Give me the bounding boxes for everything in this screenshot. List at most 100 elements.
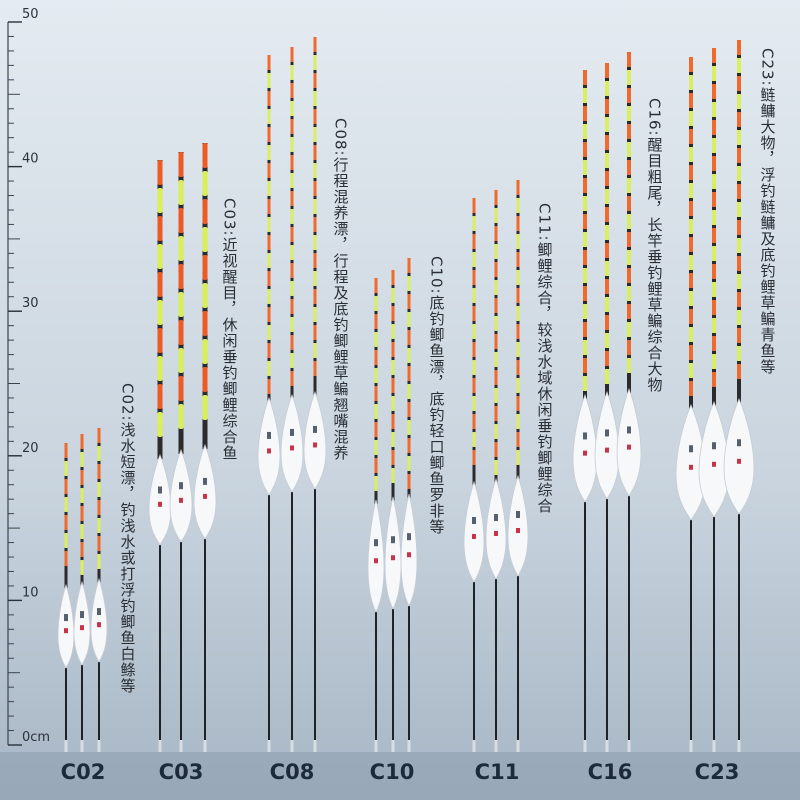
antenna-segment [267, 199, 271, 214]
antenna-segment [494, 352, 498, 367]
antenna-segment [712, 228, 716, 243]
antenna-segment [313, 253, 317, 268]
body-mark [494, 531, 498, 536]
antenna-segment [391, 432, 395, 447]
antenna-segment [391, 396, 395, 411]
antenna-segment [267, 379, 271, 394]
antenna-segment [391, 378, 395, 393]
body-mark [80, 625, 84, 631]
antenna-segment [157, 384, 163, 409]
antenna-segment [97, 518, 101, 533]
antenna-segment [583, 196, 587, 211]
antenna-segment [157, 160, 163, 185]
product-code: C10 [369, 760, 415, 784]
antenna-segment [494, 190, 498, 205]
antenna-segment [689, 165, 693, 180]
antenna-segment [267, 163, 271, 178]
antenna-segment [689, 219, 693, 234]
antenna-segment [267, 271, 271, 286]
float [280, 47, 304, 752]
body-logo [516, 511, 520, 518]
antenna-segment [80, 488, 84, 503]
antenna-segment [407, 420, 411, 435]
body-logo [472, 517, 476, 524]
antenna-segment [472, 360, 476, 375]
antenna-segment [583, 358, 587, 373]
antenna-segment [605, 333, 609, 348]
antenna-segment [202, 311, 208, 336]
float-body [73, 580, 91, 666]
body-mark [605, 447, 609, 453]
antenna-segment [583, 322, 587, 337]
float [507, 180, 529, 752]
antenna-segment [737, 292, 741, 307]
body-logo [605, 429, 609, 437]
antenna-segment [737, 346, 741, 361]
antenna-segment [494, 316, 498, 331]
antenna-segment [605, 171, 609, 186]
antenna-segment [712, 336, 716, 351]
antenna-segment [97, 554, 101, 569]
float [594, 63, 620, 752]
float-body [280, 393, 304, 493]
antenna-segment [494, 460, 498, 475]
antenna-segment [689, 57, 693, 72]
antenna-segment [712, 264, 716, 279]
antenna-segment [290, 47, 294, 62]
antenna-segment [494, 442, 498, 457]
antenna-segment [267, 361, 271, 376]
antenna-segment [494, 388, 498, 403]
antenna-segment [712, 84, 716, 99]
body-mark [374, 558, 378, 564]
antenna-segment [583, 286, 587, 301]
antenna-segment [290, 281, 294, 296]
antenna-segment [80, 470, 84, 485]
float-stem-tip [712, 740, 716, 752]
float-stem-tip [689, 740, 693, 752]
float [367, 278, 385, 752]
antenna-segment [157, 412, 163, 437]
body-logo [290, 428, 294, 436]
float-body [463, 480, 485, 583]
float-body [400, 493, 418, 607]
antenna-segment [407, 402, 411, 417]
antenna-segment [737, 238, 741, 253]
antenna-segment [627, 88, 631, 103]
antenna-segment [737, 112, 741, 127]
antenna-segment [737, 94, 741, 109]
antenna-segment [583, 340, 587, 355]
antenna-segment [472, 432, 476, 447]
antenna-segment [605, 99, 609, 114]
antenna-segment [80, 560, 84, 575]
float-body [303, 390, 327, 490]
antenna-segment [313, 37, 317, 52]
antenna-segment [627, 106, 631, 121]
antenna-segment [516, 432, 520, 447]
antenna-segment [605, 315, 609, 330]
ruler-label: 30 [22, 296, 39, 311]
antenna-segment [202, 171, 208, 196]
product-code: C03 [158, 760, 204, 784]
antenna-segment [97, 500, 101, 515]
body-logo [97, 608, 101, 616]
antenna-segment [516, 324, 520, 339]
antenna-segment [157, 244, 163, 269]
body-mark [712, 461, 716, 467]
antenna-segment [97, 482, 101, 497]
antenna-segment [472, 216, 476, 231]
antenna-segment [627, 160, 631, 175]
float [73, 434, 91, 752]
product-description: C02:浅水短漂，钓浅水或打浮钓鲫鱼白鲦等 [118, 383, 137, 694]
antenna-segment [290, 227, 294, 242]
body-logo [494, 514, 498, 521]
antenna-segment [627, 124, 631, 139]
antenna-segment [157, 300, 163, 325]
float-stem-tip [313, 740, 317, 752]
antenna-segment [374, 386, 378, 401]
product-description: C10:底钓鲫鱼漂，底钓轻口鲫鱼罗非等 [427, 256, 446, 535]
antenna-segment [290, 245, 294, 260]
antenna-segment [712, 138, 716, 153]
antenna-segment [627, 70, 631, 85]
body-logo [80, 611, 84, 619]
